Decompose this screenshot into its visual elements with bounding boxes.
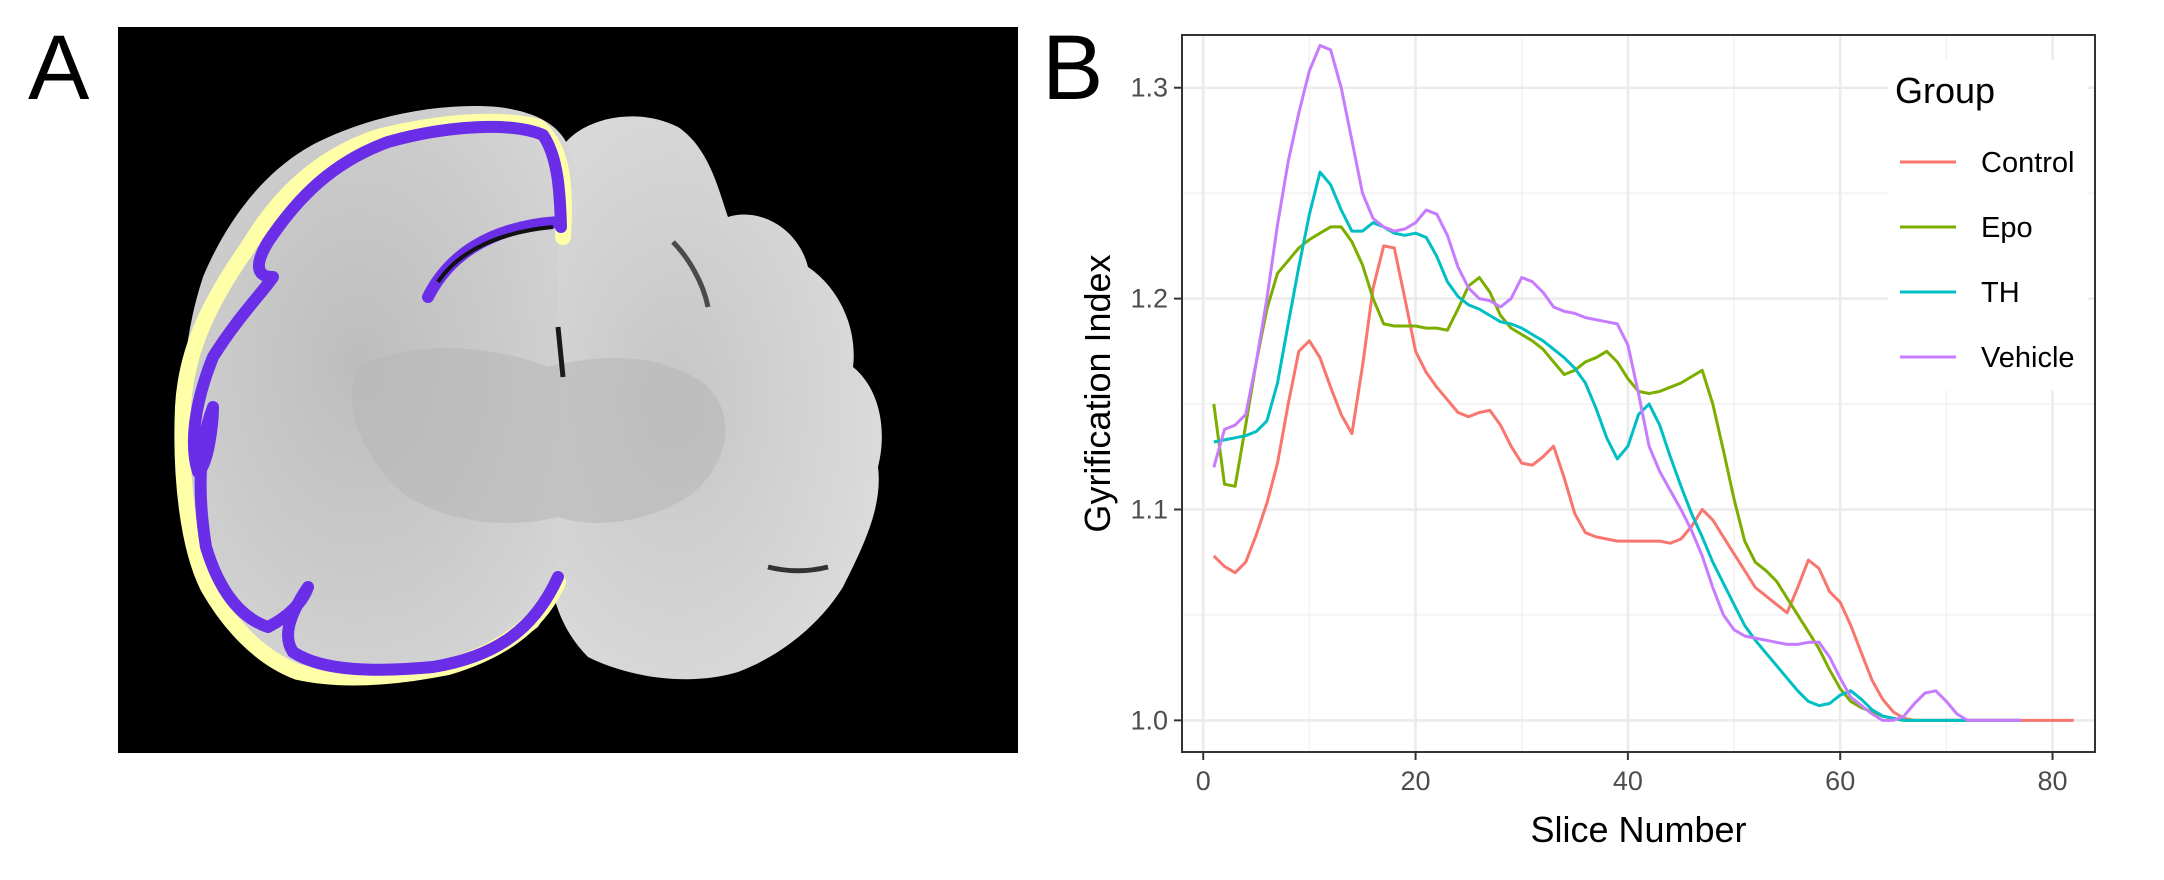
series-line-th — [1213, 170, 2021, 722]
sulcus-dark — [436, 225, 554, 284]
y-tick-label: 1.1 — [1130, 494, 1168, 524]
panel-label-a: A — [28, 17, 90, 119]
x-tick-label: 20 — [1401, 766, 1431, 796]
y-tick-label: 1.0 — [1130, 705, 1168, 735]
panel-label-b: B — [1042, 17, 1104, 119]
legend: Control Epo TH Vehicle — [1900, 147, 2075, 374]
series-line-vehicle — [1212, 44, 2021, 722]
x-tick-label: 60 — [1825, 766, 1855, 796]
y-tick-label: 1.2 — [1130, 284, 1168, 314]
x-tick-label: 80 — [2038, 766, 2068, 796]
inner-contour-purple — [187, 120, 567, 676]
y-axis-title: Gyrification Index — [1077, 254, 1118, 532]
x-tick-label: 40 — [1613, 766, 1643, 796]
legend-label-control: Control — [1981, 147, 2075, 179]
legend-title: Group — [1895, 70, 1995, 111]
x-tick-label: 0 — [1196, 766, 1211, 796]
gyrification-chart: 0 20 40 60 80 1.0 1.1 1.2 1.3 Slice Number Gyri… — [1077, 34, 2096, 850]
series-lines — [1212, 44, 2074, 722]
y-axis-ticks: 1.0 1.1 1.2 1.3 — [1130, 73, 1182, 735]
deep-structure — [351, 348, 726, 523]
legend-background — [1888, 60, 2088, 390]
sulcus-right — [671, 240, 711, 308]
x-axis-ticks: 0 20 40 60 80 — [1196, 752, 2068, 796]
legend-label-epo: Epo — [1981, 212, 2033, 244]
y-tick-label: 1.3 — [1130, 73, 1168, 103]
sulcus-right-2 — [767, 564, 829, 574]
x-axis-title: Slice Number — [1530, 809, 1746, 850]
plot-panel-border — [1181, 34, 2096, 753]
legend-label-vehicle: Vehicle — [1981, 342, 2075, 374]
sulcus-contour-purple — [422, 216, 564, 303]
legend-label-th: TH — [1981, 277, 2020, 309]
brain-mri-illustration — [174, 106, 882, 686]
midline-dark — [555, 326, 566, 378]
brain-mri-image — [118, 27, 1018, 753]
